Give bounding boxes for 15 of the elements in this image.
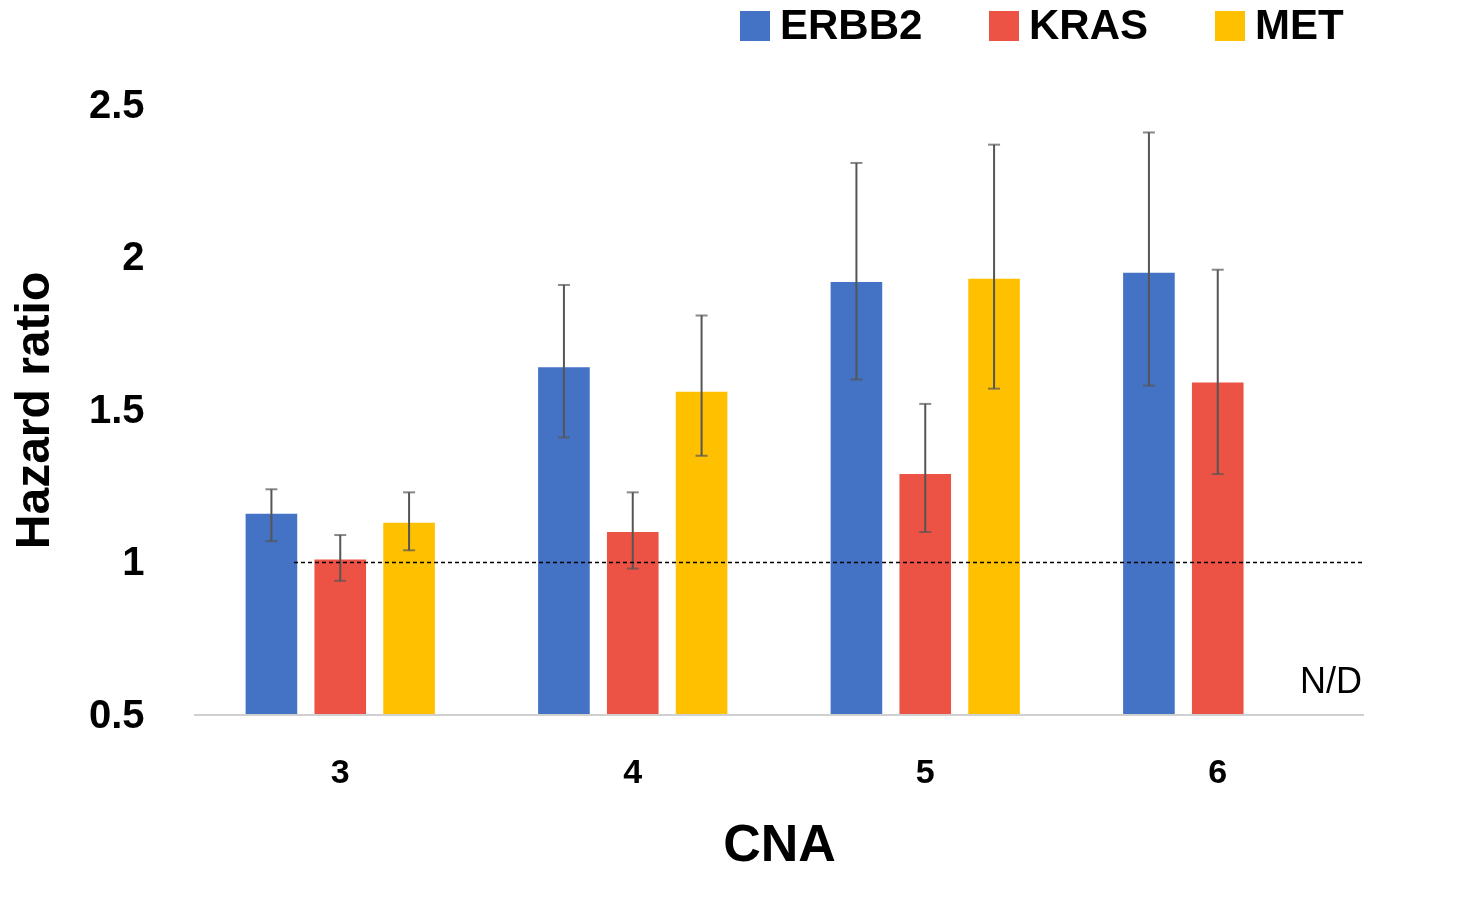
y-tick-label: 1 [122,539,145,583]
x-tick-label: 6 [1208,751,1228,790]
x-tick-label: 4 [623,751,643,790]
x-axis-title: CNA [723,813,836,872]
annotation: N/D [1300,660,1362,701]
y-axis-title: Hazard ratio [5,271,59,550]
legend-label: ERBB2 [780,1,923,48]
y-tick-label: 2 [122,234,145,278]
x-tick-label: 5 [915,751,935,790]
y-tick-label: 2.5 [88,81,145,126]
legend-label: MET [1255,1,1344,48]
y-tick-label: 1.5 [88,386,145,431]
x-tick-label: 3 [330,751,350,790]
y-tick-label: 0.5 [88,691,145,736]
legend-label: KRAS [1029,1,1149,48]
